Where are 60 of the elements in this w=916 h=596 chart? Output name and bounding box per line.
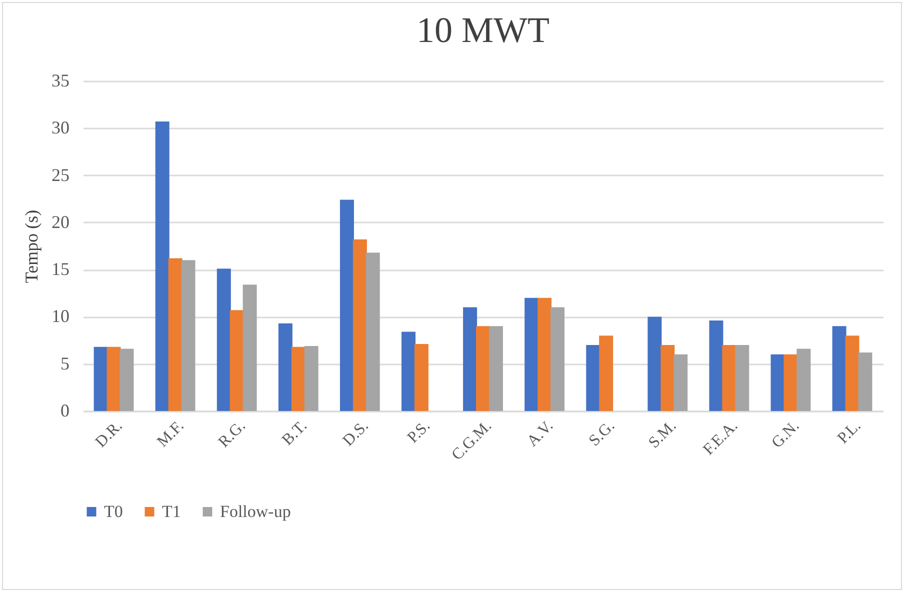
bar	[304, 346, 318, 411]
bar	[402, 332, 416, 411]
y-tick-label: 10	[52, 306, 70, 326]
bar	[94, 346, 108, 411]
y-tick-label: 5	[60, 353, 70, 374]
bar	[120, 348, 134, 411]
bar	[770, 354, 785, 411]
y-tick-label: 35	[52, 70, 70, 90]
bar	[168, 258, 182, 411]
bar	[832, 326, 846, 411]
bar	[414, 344, 428, 411]
x-tick-label: B.T.	[279, 418, 310, 449]
y-axis-title: Tempo (s)	[22, 210, 42, 284]
bar	[660, 345, 675, 411]
bar	[524, 298, 539, 411]
legend-label: Follow-up	[220, 502, 291, 521]
y-tick-label: 30	[52, 118, 70, 138]
x-tick-label: R.G.	[215, 418, 249, 451]
bar	[796, 348, 811, 411]
bar	[735, 345, 750, 411]
bar	[550, 307, 564, 411]
y-tick-label: 0	[60, 400, 70, 420]
bar	[858, 352, 872, 411]
bar	[352, 239, 367, 411]
chart-title: 10 MWT	[416, 10, 550, 50]
x-tick-label: A.V.	[524, 418, 557, 450]
bar	[845, 336, 860, 411]
y-tick-label: 20	[52, 212, 70, 232]
x-tick-label: M.F.	[154, 418, 188, 451]
bar	[242, 284, 257, 411]
bar	[230, 310, 244, 411]
bar	[463, 307, 478, 411]
bar	[155, 122, 170, 411]
bar	[278, 323, 292, 411]
bar	[538, 298, 552, 411]
bar	[722, 345, 736, 411]
bar	[488, 326, 503, 411]
legend-label: T1	[162, 502, 181, 521]
x-tick-label: P.L.	[834, 418, 864, 448]
bar	[216, 268, 231, 411]
x-tick-label: P.S.	[404, 418, 434, 447]
x-tick-label: S.G.	[586, 418, 618, 450]
bar	[784, 354, 798, 411]
bar	[599, 336, 614, 411]
bar	[366, 252, 380, 411]
bar	[586, 345, 600, 411]
bar	[340, 200, 354, 411]
bar	[648, 316, 662, 411]
x-tick-label: G.N.	[768, 418, 803, 452]
x-tick-label: S.M.	[646, 418, 680, 452]
x-tick-label: D.S.	[340, 418, 372, 450]
x-tick-label: D.R.	[92, 418, 126, 451]
bar	[476, 326, 490, 411]
bar	[674, 354, 688, 411]
bar	[181, 260, 196, 411]
y-tick-label: 25	[52, 164, 70, 185]
bar	[709, 320, 724, 411]
y-tick-label: 15	[52, 259, 70, 280]
bar	[291, 346, 306, 411]
legend-label: T0	[104, 502, 123, 521]
